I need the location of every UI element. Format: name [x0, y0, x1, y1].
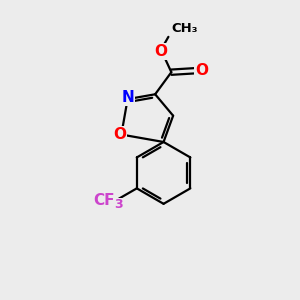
- Text: CF: CF: [94, 194, 115, 208]
- Text: N: N: [121, 90, 134, 105]
- Text: O: O: [154, 44, 167, 59]
- Text: O: O: [195, 63, 208, 78]
- Text: O: O: [113, 127, 126, 142]
- Text: 3: 3: [114, 198, 123, 211]
- Text: CH₃: CH₃: [171, 22, 198, 35]
